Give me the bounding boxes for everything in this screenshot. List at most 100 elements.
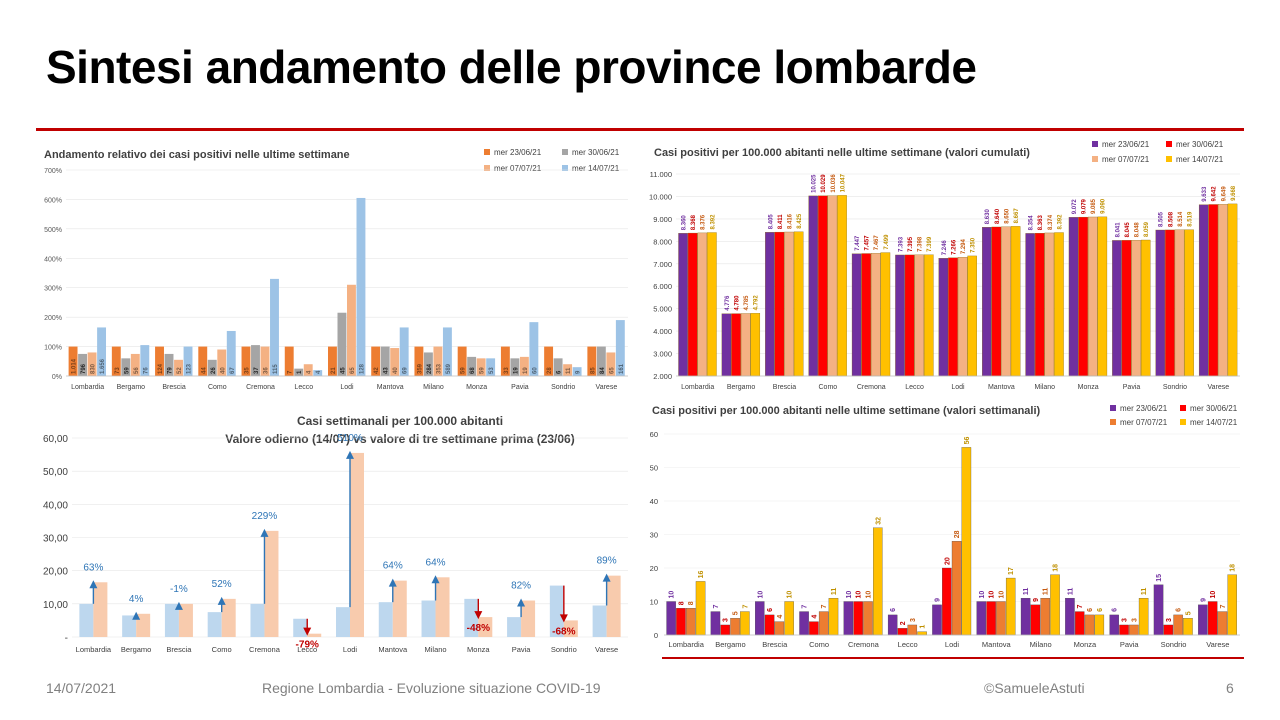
x-tick-label: Milano <box>423 384 444 391</box>
data-label: 161 <box>619 363 625 374</box>
data-label: 76 <box>143 367 149 374</box>
bar <box>750 313 761 377</box>
data-label: 8.519 <box>1188 211 1194 227</box>
bar <box>1097 216 1108 377</box>
bar <box>97 327 107 376</box>
data-label: 8.392 <box>1057 214 1063 230</box>
data-label: 40 <box>393 367 399 374</box>
x-tick-label: Pavia <box>511 384 529 391</box>
x-tick-label: Como <box>212 645 232 654</box>
legend-label: mer 07/07/21 <box>494 164 542 173</box>
footer-page: 6 <box>1226 680 1234 696</box>
y-tick-label: 200% <box>44 315 62 322</box>
x-tick-label: Mantova <box>982 640 1012 649</box>
data-label: 7.467 <box>874 235 880 251</box>
data-label: 10 <box>846 591 853 599</box>
change-arrow-head <box>517 598 526 607</box>
bar <box>476 358 486 376</box>
bar <box>596 346 606 376</box>
legend-label: mer 23/06/21 <box>1102 140 1150 149</box>
bar <box>938 258 949 377</box>
data-label: 8.363 <box>1038 215 1044 231</box>
bar <box>606 575 621 637</box>
bar <box>765 232 775 377</box>
bar <box>507 617 522 637</box>
data-label: 65 <box>350 367 356 374</box>
bar <box>924 254 934 377</box>
pct-change-label: -48% <box>467 623 490 634</box>
bar <box>904 254 915 377</box>
data-label: 36 <box>263 367 269 374</box>
data-label: 1 <box>920 625 927 629</box>
legend-label: mer 14/07/21 <box>1190 418 1238 427</box>
data-label: 85 <box>590 367 596 374</box>
bar <box>1129 624 1139 636</box>
bar <box>887 614 898 636</box>
bar <box>155 346 164 376</box>
change-arrow-head <box>174 601 183 610</box>
bar <box>707 232 717 377</box>
data-label: 8 <box>688 601 695 605</box>
bar <box>863 601 873 636</box>
bar <box>897 628 908 636</box>
data-label: 9 <box>935 598 942 602</box>
y-tick-label: 700% <box>44 168 62 175</box>
bar <box>837 195 847 377</box>
data-label: 10.047 <box>840 173 846 192</box>
bar <box>843 601 854 636</box>
data-label: 7.246 <box>942 240 948 256</box>
pct-change-label: 510% <box>337 433 363 444</box>
data-label: 15 <box>1156 574 1163 582</box>
data-label: 7.395 <box>908 236 914 252</box>
data-label: 4 <box>316 370 322 374</box>
bar <box>755 601 765 636</box>
data-label: 8.041 <box>1115 222 1121 238</box>
x-tick-label: Milano <box>1034 384 1055 391</box>
bar <box>421 600 436 637</box>
data-label: 7 <box>802 605 809 609</box>
bar <box>774 621 785 636</box>
change-arrow-head <box>559 614 568 623</box>
data-label: 9.072 <box>1072 199 1078 215</box>
data-label: 79 <box>168 367 174 374</box>
data-label: 9 <box>576 370 582 374</box>
bar <box>350 452 364 637</box>
data-label: 7 <box>288 370 294 374</box>
data-label: 8.640 <box>995 208 1001 224</box>
pct-change-label: 63% <box>83 562 103 573</box>
bar <box>676 608 686 636</box>
data-label: 7.393 <box>898 236 904 252</box>
bar <box>721 313 732 377</box>
data-label: 44 <box>201 367 207 374</box>
change-arrow-head <box>303 627 312 636</box>
y-tick-label: 30,00 <box>43 534 68 545</box>
data-label: 1 <box>297 370 303 374</box>
data-label: 33 <box>504 367 510 374</box>
x-tick-label: Varese <box>1206 640 1229 649</box>
legend-label: mer 30/06/21 <box>1176 140 1224 149</box>
data-label: 8.667 <box>1014 208 1020 224</box>
data-label: 19 <box>513 367 519 374</box>
legend-swatch <box>1092 141 1098 147</box>
data-label: 59 <box>461 367 467 374</box>
bar <box>549 585 564 637</box>
data-label: 6 <box>557 370 563 374</box>
data-label: 84 <box>600 367 606 374</box>
x-tick-label: Varese <box>596 384 618 391</box>
weekly-comparison-chart: Casi settimanali per 100.000 abitanti Val… <box>36 408 634 660</box>
y-tick-label: 40 <box>650 497 658 506</box>
bar <box>1153 584 1164 636</box>
data-label: 53 <box>489 367 495 374</box>
y-tick-label: 8.000 <box>653 237 672 246</box>
data-label: 5 <box>733 611 740 615</box>
data-label: 7 <box>742 605 749 609</box>
bar <box>435 577 450 637</box>
data-label: 4.780 <box>734 295 740 311</box>
y-tick-label: 30 <box>650 531 658 540</box>
bar <box>442 327 452 376</box>
x-tick-label: Lodi <box>951 384 965 391</box>
x-tick-label: Bergamo <box>727 384 756 391</box>
bar <box>336 607 350 637</box>
x-tick-label: Brescia <box>162 384 185 391</box>
data-label: 9.079 <box>1082 198 1088 214</box>
